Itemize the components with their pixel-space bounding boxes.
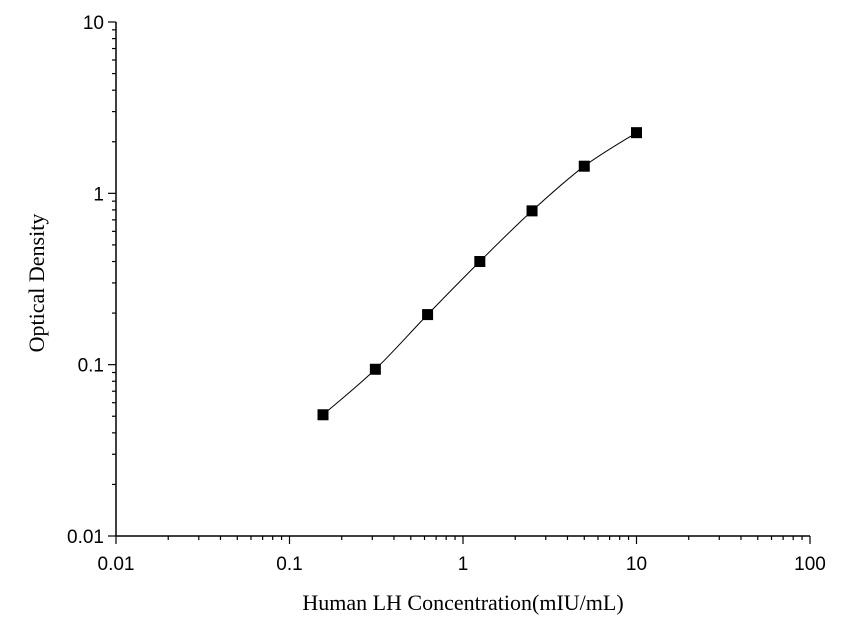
x-tick-label: 0.01 bbox=[98, 554, 135, 575]
data-point bbox=[369, 363, 381, 375]
data-point bbox=[631, 127, 642, 139]
y-tick-label: 0.01 bbox=[67, 527, 104, 548]
y-tick-label: 1 bbox=[93, 184, 104, 205]
x-tick-label: 10 bbox=[626, 554, 647, 575]
x-tick-label: 1 bbox=[458, 554, 469, 575]
data-point bbox=[422, 309, 434, 321]
data-point bbox=[578, 160, 590, 172]
tick-labels: 0.01 0.1 1 10 100 0.01 0.1 1 10 bbox=[67, 13, 826, 575]
x-tick-label: 0.1 bbox=[276, 554, 302, 575]
x-axis-title: Human LH Concentration(mIU/mL) bbox=[302, 590, 623, 615]
data-markers bbox=[317, 127, 642, 421]
x-tick-label: 100 bbox=[794, 554, 826, 575]
y-tick-label: 10 bbox=[83, 13, 104, 34]
data-point bbox=[317, 409, 329, 421]
y-tick-label: 0.1 bbox=[78, 356, 104, 377]
data-point bbox=[474, 256, 486, 268]
data-point bbox=[526, 205, 538, 217]
y-axis-title: Optical Density bbox=[24, 214, 49, 353]
